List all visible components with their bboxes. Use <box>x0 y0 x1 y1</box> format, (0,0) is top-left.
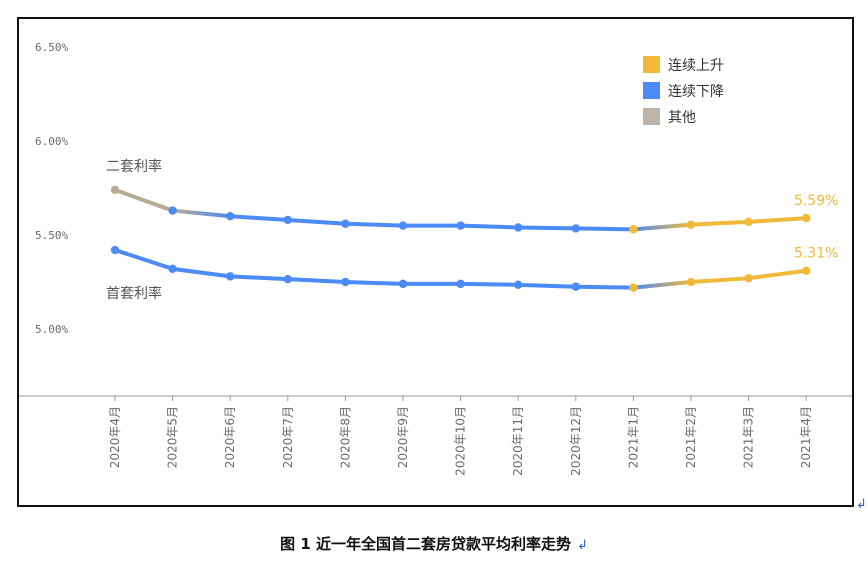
series-1-segment <box>228 214 290 222</box>
x-tick-label: 2021年3月 <box>742 406 756 468</box>
x-tick-label: 2020年5月 <box>166 406 180 468</box>
series-1-segment <box>631 222 693 232</box>
frame-paragraph-mark: ↲ <box>856 497 867 512</box>
series-2-segment <box>228 274 290 282</box>
series-2-point <box>341 277 350 287</box>
series-1-segment <box>516 225 578 231</box>
series-2-label: 首套利率 <box>106 285 162 302</box>
series-2-point <box>686 277 696 287</box>
x-tick-label: 2020年6月 <box>223 406 237 468</box>
figure-caption: 图 1 近一年全国首二套房贷款平均利率走势 ↲ <box>0 533 868 554</box>
series-2-point <box>398 279 408 289</box>
legend-label-down: 连续下降 <box>668 83 724 100</box>
series-2-segment <box>746 268 809 281</box>
series-2-segment <box>170 266 233 279</box>
legend-label-other: 其他 <box>668 110 696 126</box>
series-1-segment <box>689 219 751 227</box>
series-2-point <box>456 279 465 289</box>
y-tick-label: 6.00% <box>35 135 68 148</box>
x-tick-label: 2021年4月 <box>799 406 813 468</box>
legend-swatch-down <box>643 82 660 99</box>
x-tick-label: 2020年4月 <box>108 406 122 468</box>
series-2-point <box>744 274 753 283</box>
series-1-segment <box>285 217 348 226</box>
series-1-segment <box>113 187 175 213</box>
series-2-segment <box>285 277 348 284</box>
legend-swatch-other <box>643 108 660 125</box>
caption-paragraph-mark: ↲ <box>576 538 588 553</box>
series-2-end-label: 5.31% <box>794 246 838 262</box>
x-tick-label: 2020年9月 <box>396 406 410 468</box>
chart-frame: 5.00% 5.50% 6.00% 6.50% 2020年4月 2020年5月 2020年6… <box>17 17 854 507</box>
series-1-point <box>456 221 465 230</box>
series-1-point <box>686 220 696 229</box>
series-1-segment <box>746 216 809 224</box>
series-2-point <box>514 280 523 290</box>
series-2-segment <box>113 248 175 271</box>
series-1-point <box>398 221 408 230</box>
series-2-point <box>802 266 811 275</box>
series-2-point <box>629 283 638 292</box>
series-2-segment <box>458 281 521 287</box>
x-tick-label: 2021年1月 <box>626 406 640 468</box>
series-1-segment <box>573 226 636 232</box>
series-2-segment <box>631 280 693 290</box>
series-1-point <box>629 225 638 234</box>
series-1-point <box>283 215 292 225</box>
series-1-segment <box>458 223 521 230</box>
series-2-segment <box>689 276 751 284</box>
figure-caption-text: 图 1 近一年全国首二套房贷款平均利率走势 <box>280 535 571 553</box>
y-tick-label: 6.50% <box>35 41 68 54</box>
x-tick-label: 2020年11月 <box>511 406 525 476</box>
series-1-point <box>110 185 120 195</box>
series-1-point <box>168 206 177 215</box>
series-1-point <box>802 213 811 223</box>
x-tick-label: 2021年2月 <box>684 406 698 468</box>
legend-swatch-up <box>643 56 660 73</box>
legend-label-up: 连续上升 <box>668 57 724 74</box>
series-2-point <box>110 245 120 255</box>
series-1-point <box>341 219 350 228</box>
x-tick-label: 2020年8月 <box>338 406 352 468</box>
series-1-segment <box>170 208 233 219</box>
series-1-point <box>226 212 235 221</box>
series-1-end-label: 5.59% <box>794 193 838 209</box>
y-tick-label: 5.50% <box>35 229 68 242</box>
x-tick-label: 2020年10月 <box>454 406 468 476</box>
series-1-point <box>514 223 523 232</box>
series-2-point <box>283 274 292 284</box>
series-1-point <box>571 224 580 233</box>
series-2-point <box>226 272 235 281</box>
series-1-point <box>744 217 753 227</box>
series-2-segment <box>573 284 636 290</box>
series-1-label: 二套利率 <box>106 158 162 175</box>
series-2-segment <box>516 282 578 289</box>
rate-chart: 5.00% 5.50% 6.00% 6.50% 2020年4月 2020年5月 2020年6… <box>19 41 852 476</box>
series-2-point <box>571 282 580 291</box>
series-1-segment <box>343 221 405 228</box>
x-tick-label: 2020年7月 <box>281 406 295 468</box>
series-2-point <box>168 264 177 274</box>
x-tick-label: 2020年12月 <box>569 406 583 476</box>
series-2-segment <box>343 280 405 286</box>
y-tick-label: 5.00% <box>35 323 68 336</box>
